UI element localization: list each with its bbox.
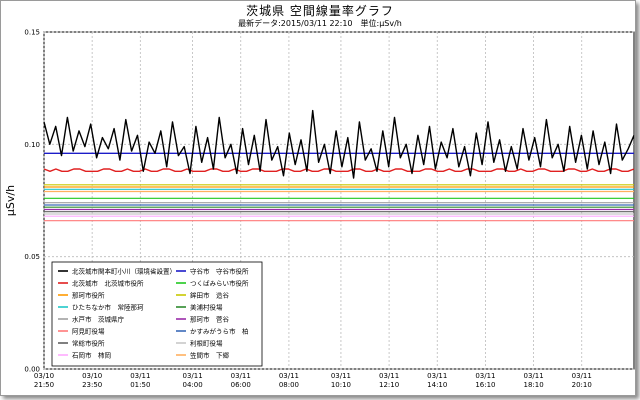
y-tick-label: 0.15	[24, 29, 40, 37]
x-tick-label-date: 03/11	[475, 372, 495, 380]
x-tick-label-date: 03/10	[82, 372, 102, 380]
legend-entry: 守谷市 守谷市役所	[190, 266, 249, 275]
x-tick-label-date: 03/11	[331, 372, 351, 380]
legend-entry: 笠間市 下郷	[190, 350, 230, 359]
legend-entry: 鉾田市 造谷	[190, 290, 230, 299]
legend-entry: かすみがうら市 柏	[190, 326, 249, 335]
x-tick-label-date: 03/11	[130, 372, 150, 380]
chart-subtitle: 最新データ:2015/03/11 22:10 単位:μSv/h	[238, 19, 402, 28]
legend-entry: 北茨城市 北茨城市役所	[72, 278, 144, 287]
x-tick-label-date: 03/10	[34, 372, 54, 380]
y-tick-label: 0.00	[24, 366, 40, 374]
x-tick-label-date: 03/11	[572, 372, 592, 380]
x-tick-label-time: 01:50	[130, 381, 150, 389]
legend-entry: 北茨城市関本町小川（環境省設置）	[72, 266, 176, 275]
legend-entry: つくばみらい市役所	[190, 278, 249, 287]
x-tick-label-time: 06:00	[231, 381, 251, 389]
x-tick-label-date: 03/11	[379, 372, 399, 380]
x-tick-label-date: 03/11	[427, 372, 447, 380]
x-tick-label-date: 03/11	[279, 372, 299, 380]
legend-box	[51, 261, 263, 367]
chart-title: 茨城県 空間線量率グラフ	[246, 4, 394, 18]
y-axis-label: μSv/h	[4, 185, 17, 216]
y-tick-label: 0.10	[24, 141, 40, 149]
legend-entry: 那珂市役所	[72, 290, 105, 299]
x-tick-label-time: 21:50	[34, 381, 54, 389]
legend-entry: 利根町役場	[190, 338, 223, 347]
x-tick-label-time: 20:10	[572, 381, 592, 389]
legend-entry: 阿見町役場	[72, 326, 105, 335]
x-tick-label-time: 04:00	[182, 381, 202, 389]
x-tick-label-date: 03/11	[231, 372, 251, 380]
x-tick-label-time: 10:10	[331, 381, 351, 389]
legend-entry: ひたちなか市 常陸那珂	[72, 302, 144, 311]
x-tick-label-time: 23:50	[82, 381, 102, 389]
legend-entry: 水戸市 茨城県庁	[72, 314, 125, 323]
x-tick-label-time: 16:10	[475, 381, 495, 389]
series-line-1	[43, 168, 635, 173]
x-tick-label-time: 14:10	[427, 381, 447, 389]
x-tick-label-time: 12:10	[379, 381, 399, 389]
legend-entry: 那珂市 菅谷	[190, 314, 230, 323]
legend-entry: 常総市役所	[72, 338, 105, 347]
x-tick-label-date: 03/11	[182, 372, 202, 380]
legend-entry: 石岡市 柿岡	[72, 350, 111, 359]
y-tick-label: 0.05	[24, 253, 40, 261]
series-line-0	[43, 109, 635, 179]
x-tick-label-time: 08:00	[279, 381, 299, 389]
x-tick-label-date: 03/11	[523, 372, 543, 380]
x-tick-label-time: 18:10	[523, 381, 543, 389]
legend-entry: 美浦村役場	[190, 302, 223, 311]
